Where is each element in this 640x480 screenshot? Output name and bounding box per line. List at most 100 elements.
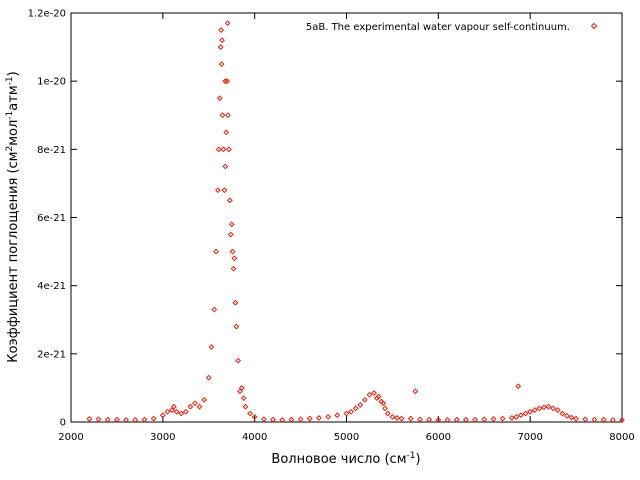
data-point (164, 408, 171, 415)
data-point (513, 413, 520, 420)
data-point (375, 393, 382, 400)
data-point (412, 388, 419, 395)
y-tick-label: 4e-21 (37, 281, 66, 292)
data-point (453, 416, 460, 423)
x-tick-label: 4000 (242, 432, 267, 443)
data-point (104, 416, 111, 423)
data-point (380, 400, 387, 407)
data-point (531, 407, 538, 413)
data-point (86, 416, 93, 422)
y-tick-label: 1.2e-20 (28, 9, 66, 20)
data-point (95, 416, 102, 423)
data-point (472, 416, 478, 423)
data-point (568, 414, 575, 421)
axis-ticks (70, 12, 623, 423)
data-point (187, 403, 194, 410)
data-points (86, 20, 625, 423)
data-point (373, 395, 380, 402)
data-point (221, 187, 228, 194)
data-point (398, 415, 405, 422)
data-point (563, 412, 570, 419)
x-tick-label: 7000 (517, 432, 542, 443)
data-point (114, 416, 120, 423)
data-point (444, 417, 451, 423)
x-tick-label: 2000 (58, 432, 83, 443)
data-point (229, 248, 236, 255)
data-point (222, 163, 229, 170)
data-point (522, 410, 529, 417)
data-point (508, 415, 515, 421)
axis-tick-labels: 2000 3000 4000 5000 6000 7000 8000 0 2e-21 4e-21 6… (28, 9, 635, 444)
data-point (348, 408, 354, 415)
data-point (233, 323, 240, 330)
data-point (224, 78, 231, 85)
y-axis-title-sup: -1 (5, 111, 15, 120)
data-point (384, 410, 391, 417)
data-point (357, 402, 364, 408)
x-axis-title-end: ) (415, 452, 420, 467)
x-tick-label: 8000 (609, 432, 634, 443)
data-point (270, 416, 276, 423)
y-axis-title-part: мол (6, 120, 21, 146)
data-point (407, 415, 414, 422)
legend-label: 5aB. The experimental water vapour self-… (306, 22, 570, 33)
data-point (541, 404, 547, 411)
plot-frame (70, 12, 623, 423)
data-point (316, 415, 322, 421)
data-point (225, 112, 231, 119)
data-point (366, 391, 373, 398)
data-point (389, 413, 396, 420)
data-point (228, 221, 235, 228)
data-point (573, 415, 579, 422)
data-point (619, 417, 625, 423)
data-point (230, 265, 237, 272)
data-point (550, 405, 557, 412)
data-point (201, 396, 208, 403)
data-point (218, 61, 225, 68)
data-point (499, 415, 506, 422)
data-point (297, 416, 304, 423)
data-point (527, 408, 534, 415)
data-point (600, 416, 607, 423)
data-point (260, 416, 267, 423)
data-point (352, 405, 359, 412)
data-point (582, 416, 589, 423)
data-point (227, 231, 234, 238)
data-point (169, 407, 175, 413)
data-point (173, 408, 180, 415)
x-tick-label: 3000 (150, 432, 175, 443)
y-tick-label: 1e-20 (37, 77, 66, 88)
data-point (219, 112, 226, 119)
data-point (235, 357, 242, 364)
x-axis-title-sup: -1 (407, 451, 416, 461)
x-tick-label: 5000 (334, 432, 359, 443)
data-point (288, 416, 295, 423)
data-point (306, 415, 313, 422)
y-axis-title-part: ) (6, 71, 21, 76)
data-point (223, 129, 230, 136)
data-point (247, 410, 253, 417)
data-point (237, 388, 243, 395)
data-point (182, 408, 189, 415)
legend-marker (590, 22, 598, 30)
y-axis-title-part: атм (6, 85, 21, 110)
data-point (382, 405, 388, 412)
y-tick-label: 2e-21 (37, 349, 66, 360)
data-point (215, 146, 222, 153)
data-point (515, 383, 522, 390)
data-point (222, 78, 229, 85)
data-point (518, 412, 524, 419)
data-point (251, 413, 258, 420)
x-axis-title: Волновое число (см-1) (271, 451, 420, 467)
data-point (231, 255, 238, 262)
data-point (132, 417, 139, 423)
y-tick-label: 8e-21 (37, 145, 66, 156)
data-point (192, 400, 198, 407)
data-point (141, 416, 148, 423)
data-point (123, 417, 130, 423)
data-point (170, 403, 177, 410)
data-point (559, 410, 566, 417)
data-point (217, 44, 224, 50)
y-tick-label: 6e-21 (37, 213, 66, 224)
